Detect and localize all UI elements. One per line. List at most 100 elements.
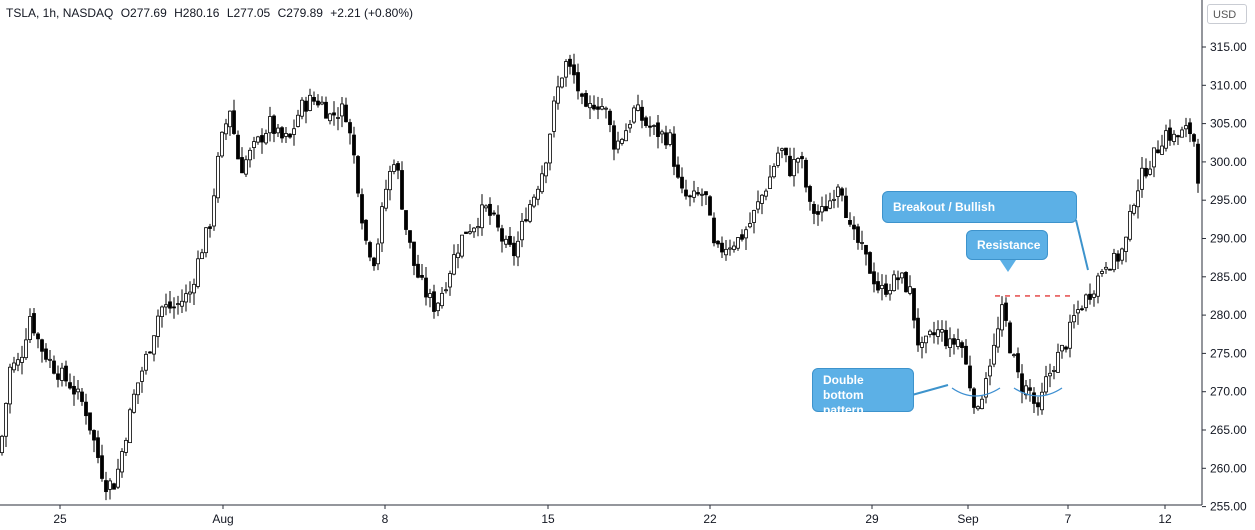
candle-down: [424, 277, 428, 298]
candle-up: [124, 440, 128, 453]
candle-down: [492, 212, 496, 215]
candle-up: [1104, 266, 1108, 270]
candle-down: [696, 192, 700, 195]
candle-up: [1148, 168, 1152, 175]
candle-up: [1140, 167, 1144, 190]
candle-up: [1152, 147, 1156, 168]
candle-down: [172, 306, 176, 309]
legend-open: O277.69: [120, 6, 167, 20]
candle-down: [464, 231, 468, 234]
candle-down: [344, 104, 348, 123]
candle-up: [616, 140, 620, 150]
candle-up: [1048, 372, 1052, 377]
candle-up: [472, 227, 476, 233]
candle-up: [220, 131, 224, 157]
candle-up: [384, 188, 388, 209]
candle-down: [1168, 127, 1172, 141]
candle-up: [752, 210, 756, 223]
double-bottom-arc-right: [1013, 387, 1063, 397]
candle-up: [1160, 145, 1164, 155]
candle-down: [324, 101, 328, 119]
time-axis[interactable]: 25 Aug 8 15 22 29 Sep 7 12: [0, 504, 1202, 526]
candle-up: [136, 382, 140, 396]
candle-up: [632, 107, 636, 123]
double-bottom-pointer-line: [911, 384, 949, 396]
candle-up: [1112, 252, 1116, 271]
candle-down: [968, 365, 972, 389]
candle-up: [376, 243, 380, 265]
candle-up: [1060, 344, 1064, 352]
candle-up: [440, 292, 444, 307]
candle-down: [640, 106, 644, 121]
time-tick-label: Sep: [957, 512, 979, 526]
currency-button[interactable]: USD: [1207, 4, 1247, 24]
candle-up: [560, 77, 564, 88]
candle-up: [736, 237, 740, 249]
candle-down: [500, 228, 504, 242]
legend-change: +2.21 (+0.80%): [330, 6, 414, 20]
candle-up: [252, 141, 256, 148]
price-tick-label: 275.00: [1210, 346, 1247, 360]
candle-up: [176, 303, 180, 306]
candle-up: [620, 138, 624, 144]
candle-up: [924, 335, 928, 344]
price-tick-label: 290.00: [1210, 232, 1247, 246]
candle-up: [76, 388, 80, 393]
candle-down: [904, 272, 908, 293]
candle-down: [80, 391, 84, 402]
candle-up: [140, 370, 144, 382]
candle-up: [184, 293, 188, 303]
candle-up: [212, 195, 216, 227]
candle-up: [484, 205, 488, 209]
candle-up: [1120, 248, 1124, 261]
candle-down: [612, 125, 616, 150]
candle-down: [688, 195, 692, 198]
candle-up: [532, 196, 536, 207]
candle-down: [1196, 143, 1200, 184]
candle-up: [196, 258, 200, 287]
candle-up: [16, 359, 20, 366]
candle-up: [12, 362, 16, 371]
candle-down: [644, 117, 648, 126]
candle-up: [540, 173, 544, 193]
price-axis[interactable]: 315.00 310.00 305.00 300.00 295.00 290.00 285.…: [1201, 0, 1247, 530]
candle-up: [452, 254, 456, 275]
candle-up: [468, 231, 472, 234]
candle-down: [240, 157, 244, 174]
candle-down: [868, 252, 872, 274]
price-tick-label: 280.00: [1210, 308, 1247, 322]
candle-up: [1096, 275, 1100, 297]
candle-up: [308, 94, 312, 111]
candle-down: [524, 219, 528, 222]
candle-up: [920, 342, 924, 348]
candle-up: [1044, 376, 1048, 393]
candle-down: [312, 97, 316, 102]
candle-up: [1136, 190, 1140, 208]
candle-up: [900, 272, 904, 279]
candle-up: [116, 468, 120, 488]
price-tick-label: 255.00: [1210, 500, 1247, 514]
candle-down: [92, 430, 96, 441]
candle-up: [956, 339, 960, 347]
candle-up: [24, 339, 28, 359]
candle-down: [1020, 373, 1024, 393]
candle-up: [284, 133, 288, 137]
candle-down: [784, 147, 788, 156]
resistance-callout: Resistance: [966, 230, 1048, 260]
candle-down: [236, 134, 240, 160]
candle-up: [948, 338, 952, 349]
candle-down: [40, 339, 44, 352]
legend-high: H280.16: [174, 6, 220, 20]
candle-up: [460, 234, 464, 257]
candle-down: [572, 64, 576, 76]
candle-down: [972, 388, 976, 408]
candle-down: [788, 155, 792, 177]
candle-down: [404, 210, 408, 230]
breakout-callout: Breakout / Bullish confirmation: [882, 191, 1077, 236]
candle-up: [336, 117, 340, 119]
candle-down: [840, 188, 844, 196]
candle-down: [916, 317, 920, 346]
candle-down: [1192, 134, 1196, 142]
candle-down: [1028, 387, 1032, 391]
